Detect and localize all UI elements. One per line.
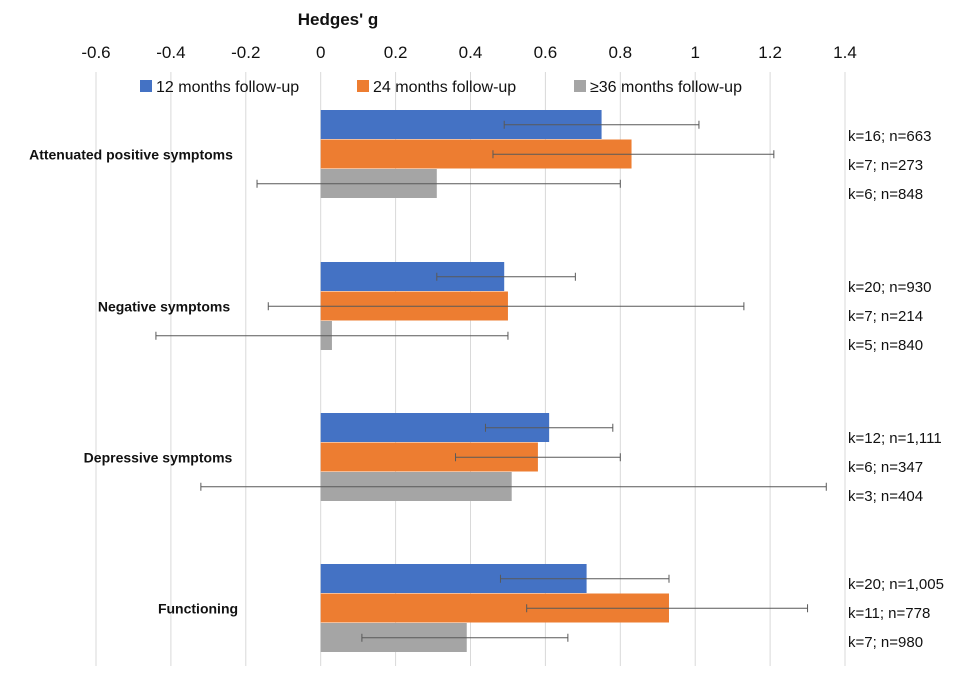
x-tick-label: -0.6 xyxy=(81,43,110,62)
x-tick-label: 0 xyxy=(316,43,325,62)
sample-size-labels: k=16; n=663 k=7; n=273 k=6; n=848 k=20; n=9… xyxy=(848,128,944,651)
legend-swatch xyxy=(140,80,152,92)
axis-title: Hedges' g xyxy=(298,10,379,29)
x-tick-label: -0.4 xyxy=(156,43,185,62)
legend-label: 24 months follow-up xyxy=(373,79,516,96)
sample-size-label: k=7; n=980 xyxy=(848,634,923,651)
x-tick-label: 0.8 xyxy=(608,43,632,62)
sample-size-label: k=7; n=273 xyxy=(848,157,923,174)
legend-swatch xyxy=(357,80,369,92)
sample-size-label: k=20; n=930 xyxy=(848,279,931,296)
x-axis-ticks: -0.6 -0.4 -0.2 0 0.2 0.4 0.6 0.8 1 1.2 1.4 xyxy=(81,43,856,62)
category-label: Negative symptoms xyxy=(98,298,230,314)
category-label: Attenuated positive symptoms xyxy=(29,146,233,162)
bars xyxy=(320,110,669,652)
legend: 12 months follow-up 24 months follow-up ≥3… xyxy=(140,79,742,96)
x-tick-label: -0.2 xyxy=(231,43,260,62)
sample-size-label: k=20; n=1,005 xyxy=(848,576,944,593)
category-labels: Attenuated positive symptoms Negative sym… xyxy=(29,146,238,616)
x-tick-label: 1.4 xyxy=(833,43,857,62)
sample-size-label: k=12; n=1,111 xyxy=(848,430,942,447)
legend-label: 12 months follow-up xyxy=(156,79,299,96)
x-tick-label: 1.2 xyxy=(758,43,782,62)
gridlines xyxy=(95,72,846,666)
x-tick-label: 0.4 xyxy=(459,43,483,62)
sample-size-label: k=11; n=778 xyxy=(848,605,930,622)
sample-size-label: k=16; n=663 xyxy=(848,128,931,145)
error-bars xyxy=(155,120,827,642)
sample-size-label: k=6; n=347 xyxy=(848,459,923,476)
category-label: Depressive symptoms xyxy=(84,449,233,465)
category-label: Functioning xyxy=(158,600,238,616)
x-tick-label: 1 xyxy=(690,43,699,62)
sample-size-label: k=6; n=848 xyxy=(848,186,923,203)
sample-size-label: k=5; n=840 xyxy=(848,337,923,354)
legend-label: ≥36 months follow-up xyxy=(590,79,742,96)
sample-size-label: k=3; n=404 xyxy=(848,488,923,505)
legend-swatch xyxy=(574,80,586,92)
x-tick-label: 0.6 xyxy=(534,43,558,62)
x-tick-label: 0.2 xyxy=(384,43,408,62)
sample-size-label: k=7; n=214 xyxy=(848,308,923,325)
